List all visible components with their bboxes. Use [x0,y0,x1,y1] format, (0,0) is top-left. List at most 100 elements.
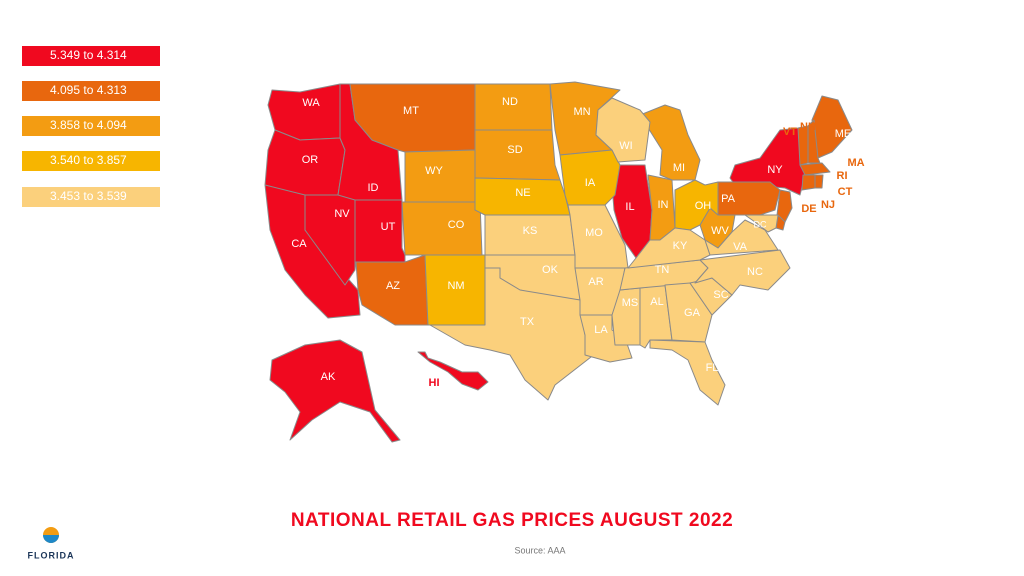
state: VT [783,125,809,166]
state-label: IN [658,199,669,211]
state: UT [354,199,406,271]
state: WY [404,149,476,203]
state-label: DE [801,203,816,215]
state-label: WV [711,225,729,237]
state-label: OK [542,264,559,276]
state-label: NH [800,121,816,133]
state: NM [424,254,486,326]
state-label: IL [625,201,634,213]
state-label: CO [448,219,465,231]
state-label: WA [302,97,320,109]
state-label: KY [673,240,688,252]
state-label: AK [321,371,336,383]
state: WA [267,83,341,141]
state: CO [401,201,483,256]
state-label: MA [847,157,864,169]
state: NC [694,249,791,296]
state-shape [595,97,651,163]
state-label: VT [783,126,797,138]
state: DC [744,214,779,233]
legend-label: 3.540 to 3.857 [50,153,127,167]
state-shape [776,189,793,223]
state-label: KS [523,225,538,237]
state: VA [704,219,779,256]
legend-swatch [22,46,160,66]
state-label: UT [381,221,396,233]
state-label: AL [650,296,663,308]
state: KS [484,214,576,256]
state-label: NY [767,164,783,176]
state-shape [627,227,711,269]
state-label: MO [585,227,603,239]
states: WA OR CA NV ID UT IL NY AK HI MT AZ PA M… [264,81,865,443]
legend: 5.349 to 4.314 4.095 to 4.313 3.858 to 4… [22,46,160,207]
state-label: NM [447,280,464,292]
state: KY [627,227,711,269]
logo: FLORIDA [28,527,75,560]
state-label: WI [619,140,632,152]
state-shape [807,119,821,164]
state-label: AZ [386,280,400,292]
state-label: GA [684,307,701,319]
state-label: NE [515,187,530,199]
state-label: HI [429,377,440,389]
state-label: ID [368,182,379,194]
state-shape [639,104,701,181]
state-label: IA [585,177,596,189]
state-shape [801,174,816,191]
state: FL [649,339,726,406]
state-label: OR [302,154,319,166]
state-label: FL [706,362,719,374]
state-shape [417,351,489,391]
state: AK [269,339,401,443]
state-label: NC [747,266,763,278]
state-label: PA [721,193,736,205]
state-label: WY [425,165,443,177]
state: ME [811,95,853,159]
legend-label: 3.858 to 4.094 [50,118,127,132]
state: MA [799,157,865,176]
state-label: RI [837,170,848,182]
state-label: TX [520,316,535,328]
legend-swatch [22,187,160,207]
state-shape [694,249,791,296]
legend-swatch [22,81,160,101]
state-label: DC [754,219,767,229]
state-label: SD [507,144,522,156]
state-label: NJ [821,199,835,211]
state: PA [717,181,781,216]
state: NJ [776,189,835,223]
state: MI [639,104,701,181]
state-label: LA [594,324,608,336]
state-label: VA [733,241,748,253]
state: MO [567,204,629,269]
state-label: OH [695,200,712,212]
state-label: ME [835,128,852,140]
state: DE [775,203,817,231]
state: GA [664,282,713,343]
state: ND [474,83,553,131]
state-label: CT [838,186,853,198]
logo-text: FLORIDA [28,550,75,560]
state-label: MN [573,106,590,118]
state-label: CA [291,238,307,250]
state-shape [744,214,779,233]
state-shape [355,254,429,326]
state: NH [800,119,821,164]
state-label: MI [673,162,685,174]
state: IA [559,149,621,206]
state-label: MS [622,297,639,309]
state-shape [704,219,779,256]
state-label: AR [588,276,603,288]
state-label: ND [502,96,518,108]
legend-label: 4.095 to 4.313 [50,83,127,97]
legend-swatch [22,151,160,171]
state-label: MT [403,105,419,117]
state: WI [595,97,651,163]
state-shape [814,174,824,189]
state-shape [401,201,483,256]
state: OR [264,129,346,196]
state-label: TN [655,264,670,276]
